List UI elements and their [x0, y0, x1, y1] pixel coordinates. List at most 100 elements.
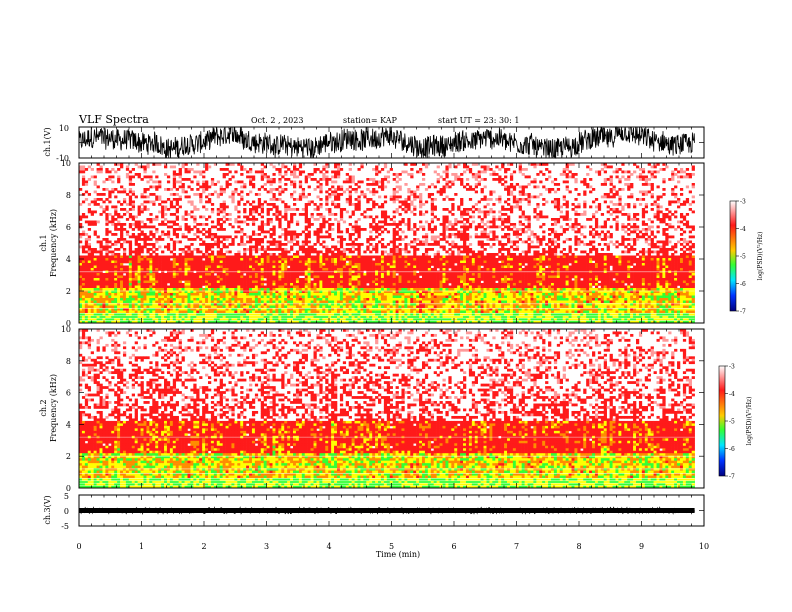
spectrogram-cell	[682, 238, 687, 241]
spectrogram-cell	[219, 228, 223, 231]
spectrogram-cell	[679, 238, 684, 241]
spectrogram-cell	[363, 250, 367, 254]
spectrogram-cell	[172, 240, 177, 244]
spectrogram-cell	[410, 275, 414, 279]
spectrogram-cell	[290, 213, 294, 216]
spectrogram-cell	[539, 255, 543, 259]
spectrogram-cell	[404, 235, 408, 239]
spectrogram-cell	[81, 180, 86, 184]
spectrogram-cell	[334, 205, 338, 209]
spectrogram-cell	[210, 180, 215, 184]
spectrogram-cell	[316, 235, 320, 239]
spectrogram-cell	[389, 168, 393, 171]
spectrogram-cell	[363, 195, 367, 199]
spectrogram-cell	[310, 265, 314, 269]
spectrogram-cell	[518, 215, 522, 219]
spectrogram-cell	[589, 190, 593, 194]
spectrogram-cell	[225, 238, 229, 241]
spectrogram-cell	[468, 170, 473, 174]
spectrogram-cell	[395, 223, 399, 226]
spectrogram-cell	[451, 223, 455, 226]
spectrogram-cell	[313, 163, 317, 166]
spectrogram-cell	[592, 255, 596, 259]
spectrogram-cell	[210, 268, 215, 271]
spectrogram-cell	[542, 250, 546, 254]
spectrogram-cell	[79, 275, 83, 279]
spectrogram-cell	[536, 218, 540, 221]
spectrogram-cell	[571, 223, 575, 226]
spectrogram-cell	[137, 223, 141, 226]
spectrogram-cell	[275, 263, 279, 266]
spectrogram-cell	[222, 260, 226, 264]
spectrogram-cell	[234, 275, 238, 279]
spectrogram-cell	[457, 273, 461, 276]
spectrogram-cell	[375, 203, 379, 206]
spectrogram-cell	[489, 273, 493, 276]
spectrogram-cell	[243, 258, 247, 261]
spectrogram-cell	[331, 275, 335, 279]
spectrogram-cell	[562, 273, 566, 276]
spectrogram-cell	[592, 235, 596, 239]
spectrogram-cell	[451, 268, 455, 271]
spectrogram-cell	[577, 260, 581, 264]
spectrogram-cell	[169, 213, 174, 216]
spectrogram-cell	[677, 198, 681, 201]
spectrogram-cell	[96, 198, 100, 201]
spectrogram-cell	[682, 275, 687, 279]
spectrogram-cell	[90, 250, 94, 254]
spectrogram-cell	[310, 260, 314, 264]
spectrogram-cell	[202, 215, 206, 219]
spectrogram-cell	[416, 185, 420, 189]
spectrogram-cell	[553, 230, 558, 234]
spectrogram-cell	[480, 220, 484, 224]
spectrogram-cell	[161, 268, 165, 271]
spectrogram-cell	[518, 165, 522, 169]
spectrogram-cell	[627, 170, 631, 174]
spectrogram-cell	[621, 170, 625, 174]
spectrogram-cell	[498, 175, 502, 179]
spectrogram-cell	[225, 250, 229, 254]
spectrogram-cell	[685, 275, 690, 279]
spectrogram-cell	[518, 190, 522, 194]
spectrogram-cell	[202, 185, 206, 189]
spectrogram-cell	[354, 225, 358, 229]
spectrogram-cell	[134, 268, 138, 271]
spectrogram-cell	[354, 188, 358, 191]
spectrogram-cell	[413, 275, 417, 279]
spectrogram-cell	[102, 188, 106, 191]
spectrogram-cell	[375, 223, 379, 226]
spectrogram-cell	[372, 238, 376, 241]
spectrogram-cell	[237, 260, 241, 264]
spectrogram-cell	[108, 230, 112, 234]
spectrogram-cell	[275, 255, 279, 259]
spectrogram-cell	[114, 228, 118, 231]
spectrogram-cell	[269, 268, 273, 271]
spectrogram-cell	[577, 243, 581, 246]
spectrogram-cell	[178, 173, 182, 176]
spectrogram-cell	[641, 228, 646, 231]
spectrogram-cell	[90, 268, 94, 271]
spectrogram-cell	[571, 268, 575, 271]
spectrogram-cell	[222, 253, 226, 256]
spectrogram-cell	[354, 198, 358, 201]
spectrogram-cell	[550, 238, 555, 241]
spectrogram-cell	[99, 263, 103, 266]
spectrogram-cell	[196, 273, 200, 276]
spectrogram-cell	[442, 255, 446, 259]
spectrogram-cell	[527, 245, 531, 249]
spectrogram-cell	[586, 255, 590, 259]
spectrogram-cell	[556, 243, 561, 246]
spectrogram-cell	[79, 223, 83, 226]
spectrogram-cell	[155, 163, 159, 166]
spectrogram-cell	[404, 208, 408, 211]
spectrogram-cell	[196, 183, 200, 186]
spectrogram-cell	[630, 225, 634, 229]
spectrogram-cell	[263, 200, 267, 204]
spectrogram-cell	[586, 265, 590, 269]
spectrogram-cell	[325, 190, 329, 194]
spectrogram-cell	[290, 265, 294, 269]
spectrogram-cell	[548, 238, 552, 241]
spectrogram-cell	[131, 215, 135, 219]
spectrogram-cell	[125, 278, 130, 281]
spectrogram-cell	[161, 223, 165, 226]
